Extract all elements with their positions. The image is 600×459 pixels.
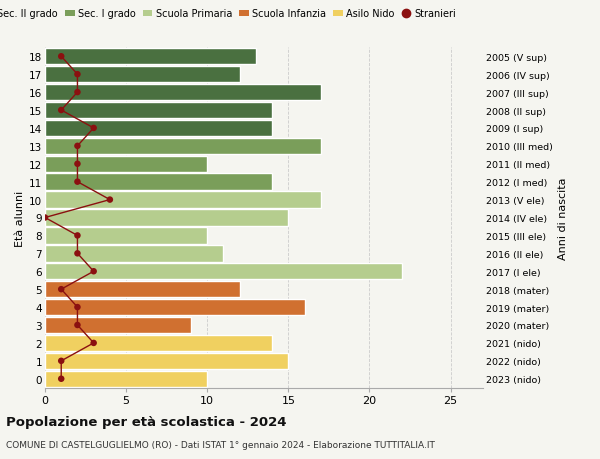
Y-axis label: Anni di nascita: Anni di nascita bbox=[558, 177, 568, 259]
Bar bbox=[45, 281, 239, 298]
Text: Popolazione per età scolastica - 2024: Popolazione per età scolastica - 2024 bbox=[6, 415, 287, 428]
Bar bbox=[45, 246, 223, 262]
Point bbox=[73, 179, 82, 186]
Point bbox=[105, 196, 115, 204]
Bar bbox=[45, 67, 239, 83]
Point bbox=[73, 304, 82, 311]
Point bbox=[89, 340, 98, 347]
Point bbox=[56, 53, 66, 61]
Point bbox=[56, 107, 66, 114]
Point bbox=[73, 232, 82, 240]
Point bbox=[73, 322, 82, 329]
Bar bbox=[45, 138, 321, 155]
Bar bbox=[45, 228, 207, 244]
Point bbox=[56, 375, 66, 383]
Bar bbox=[45, 156, 207, 173]
Bar bbox=[45, 317, 191, 334]
Bar bbox=[45, 299, 305, 316]
Point bbox=[73, 89, 82, 96]
Bar bbox=[45, 49, 256, 65]
Bar bbox=[45, 102, 272, 119]
Point bbox=[56, 358, 66, 365]
Bar bbox=[45, 192, 321, 208]
Bar bbox=[45, 210, 289, 226]
Legend: Sec. II grado, Sec. I grado, Scuola Primaria, Scuola Infanzia, Asilo Nido, Stran: Sec. II grado, Sec. I grado, Scuola Prim… bbox=[0, 6, 460, 23]
Point bbox=[56, 286, 66, 293]
Bar bbox=[45, 174, 272, 190]
Point bbox=[89, 125, 98, 132]
Text: COMUNE DI CASTELGUGLIELMO (RO) - Dati ISTAT 1° gennaio 2024 - Elaborazione TUTTI: COMUNE DI CASTELGUGLIELMO (RO) - Dati IS… bbox=[6, 440, 435, 449]
Point bbox=[73, 71, 82, 78]
Point bbox=[73, 161, 82, 168]
Bar bbox=[45, 84, 321, 101]
Y-axis label: Età alunni: Età alunni bbox=[15, 190, 25, 246]
Bar bbox=[45, 120, 272, 137]
Bar bbox=[45, 263, 402, 280]
Bar bbox=[45, 353, 289, 369]
Point bbox=[73, 250, 82, 257]
Bar bbox=[45, 335, 272, 352]
Point bbox=[73, 143, 82, 150]
Point bbox=[89, 268, 98, 275]
Point bbox=[40, 214, 50, 222]
Bar bbox=[45, 371, 207, 387]
